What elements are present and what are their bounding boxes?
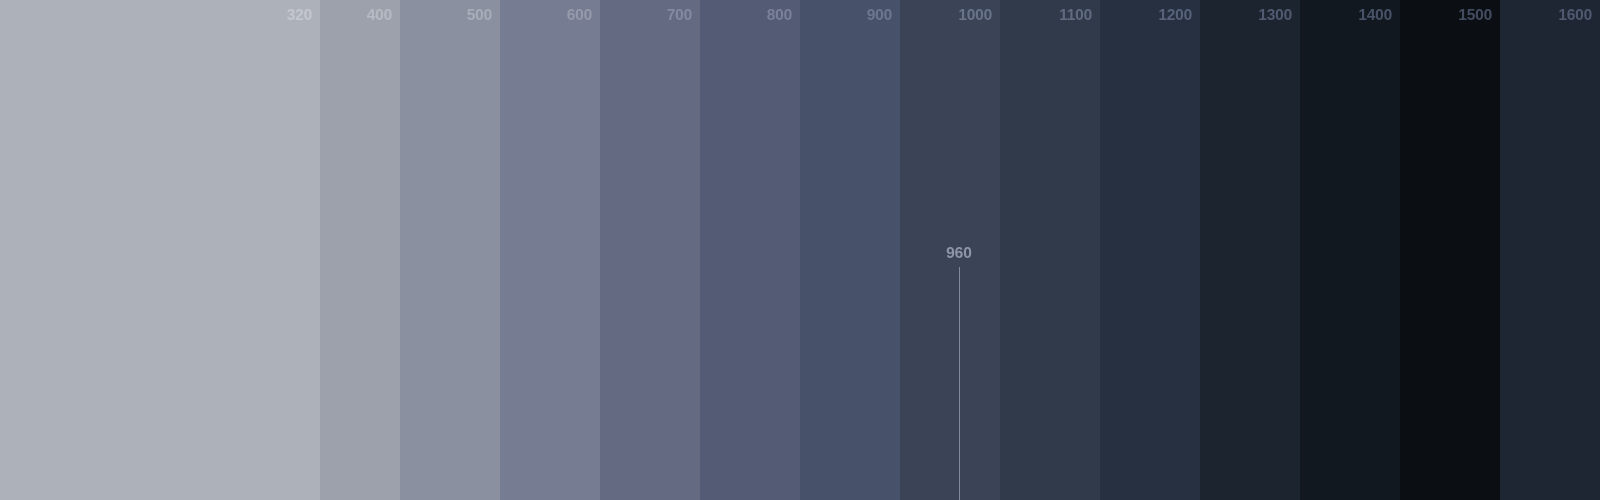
breakpoint-label: 700 (666, 7, 692, 24)
breakpoint-band-1300: 1300 (1200, 0, 1300, 500)
breakpoint-label: 400 (366, 7, 392, 24)
breakpoint-band-1500: 1500 (1400, 0, 1500, 500)
breakpoint-band-1400: 1400 (1300, 0, 1400, 500)
breakpoint-band-400: 400 (320, 0, 400, 500)
breakpoint-band-1100: 1100 (1000, 0, 1100, 500)
breakpoint-band-600: 600 (500, 0, 600, 500)
breakpoint-label: 900 (866, 7, 892, 24)
breakpoint-band-800: 800 (700, 0, 800, 500)
breakpoint-band-700: 700 (600, 0, 700, 500)
breakpoint-label: 800 (766, 7, 792, 24)
breakpoint-label: 1400 (1358, 7, 1392, 24)
breakpoint-label: 320 (286, 7, 312, 24)
breakpoint-band-1000: 1000 (900, 0, 1000, 500)
breakpoint-label: 1000 (958, 7, 992, 24)
breakpoint-label: 1300 (1258, 7, 1292, 24)
breakpoint-label: 500 (466, 7, 492, 24)
breakpoint-label: 1500 (1458, 7, 1492, 24)
viewport-marker-label: 960 (946, 245, 972, 262)
breakpoint-band-900: 900 (800, 0, 900, 500)
breakpoint-band-320: 320 (0, 0, 320, 500)
breakpoint-band-1200: 1200 (1100, 0, 1200, 500)
breakpoint-band-1600: 1600 (1500, 0, 1600, 500)
breakpoint-label: 1600 (1558, 7, 1592, 24)
breakpoint-label: 1200 (1158, 7, 1192, 24)
breakpoint-label: 600 (566, 7, 592, 24)
viewport-marker-line (959, 267, 960, 500)
breakpoint-band-500: 500 (400, 0, 500, 500)
breakpoint-label: 1100 (1059, 7, 1092, 24)
